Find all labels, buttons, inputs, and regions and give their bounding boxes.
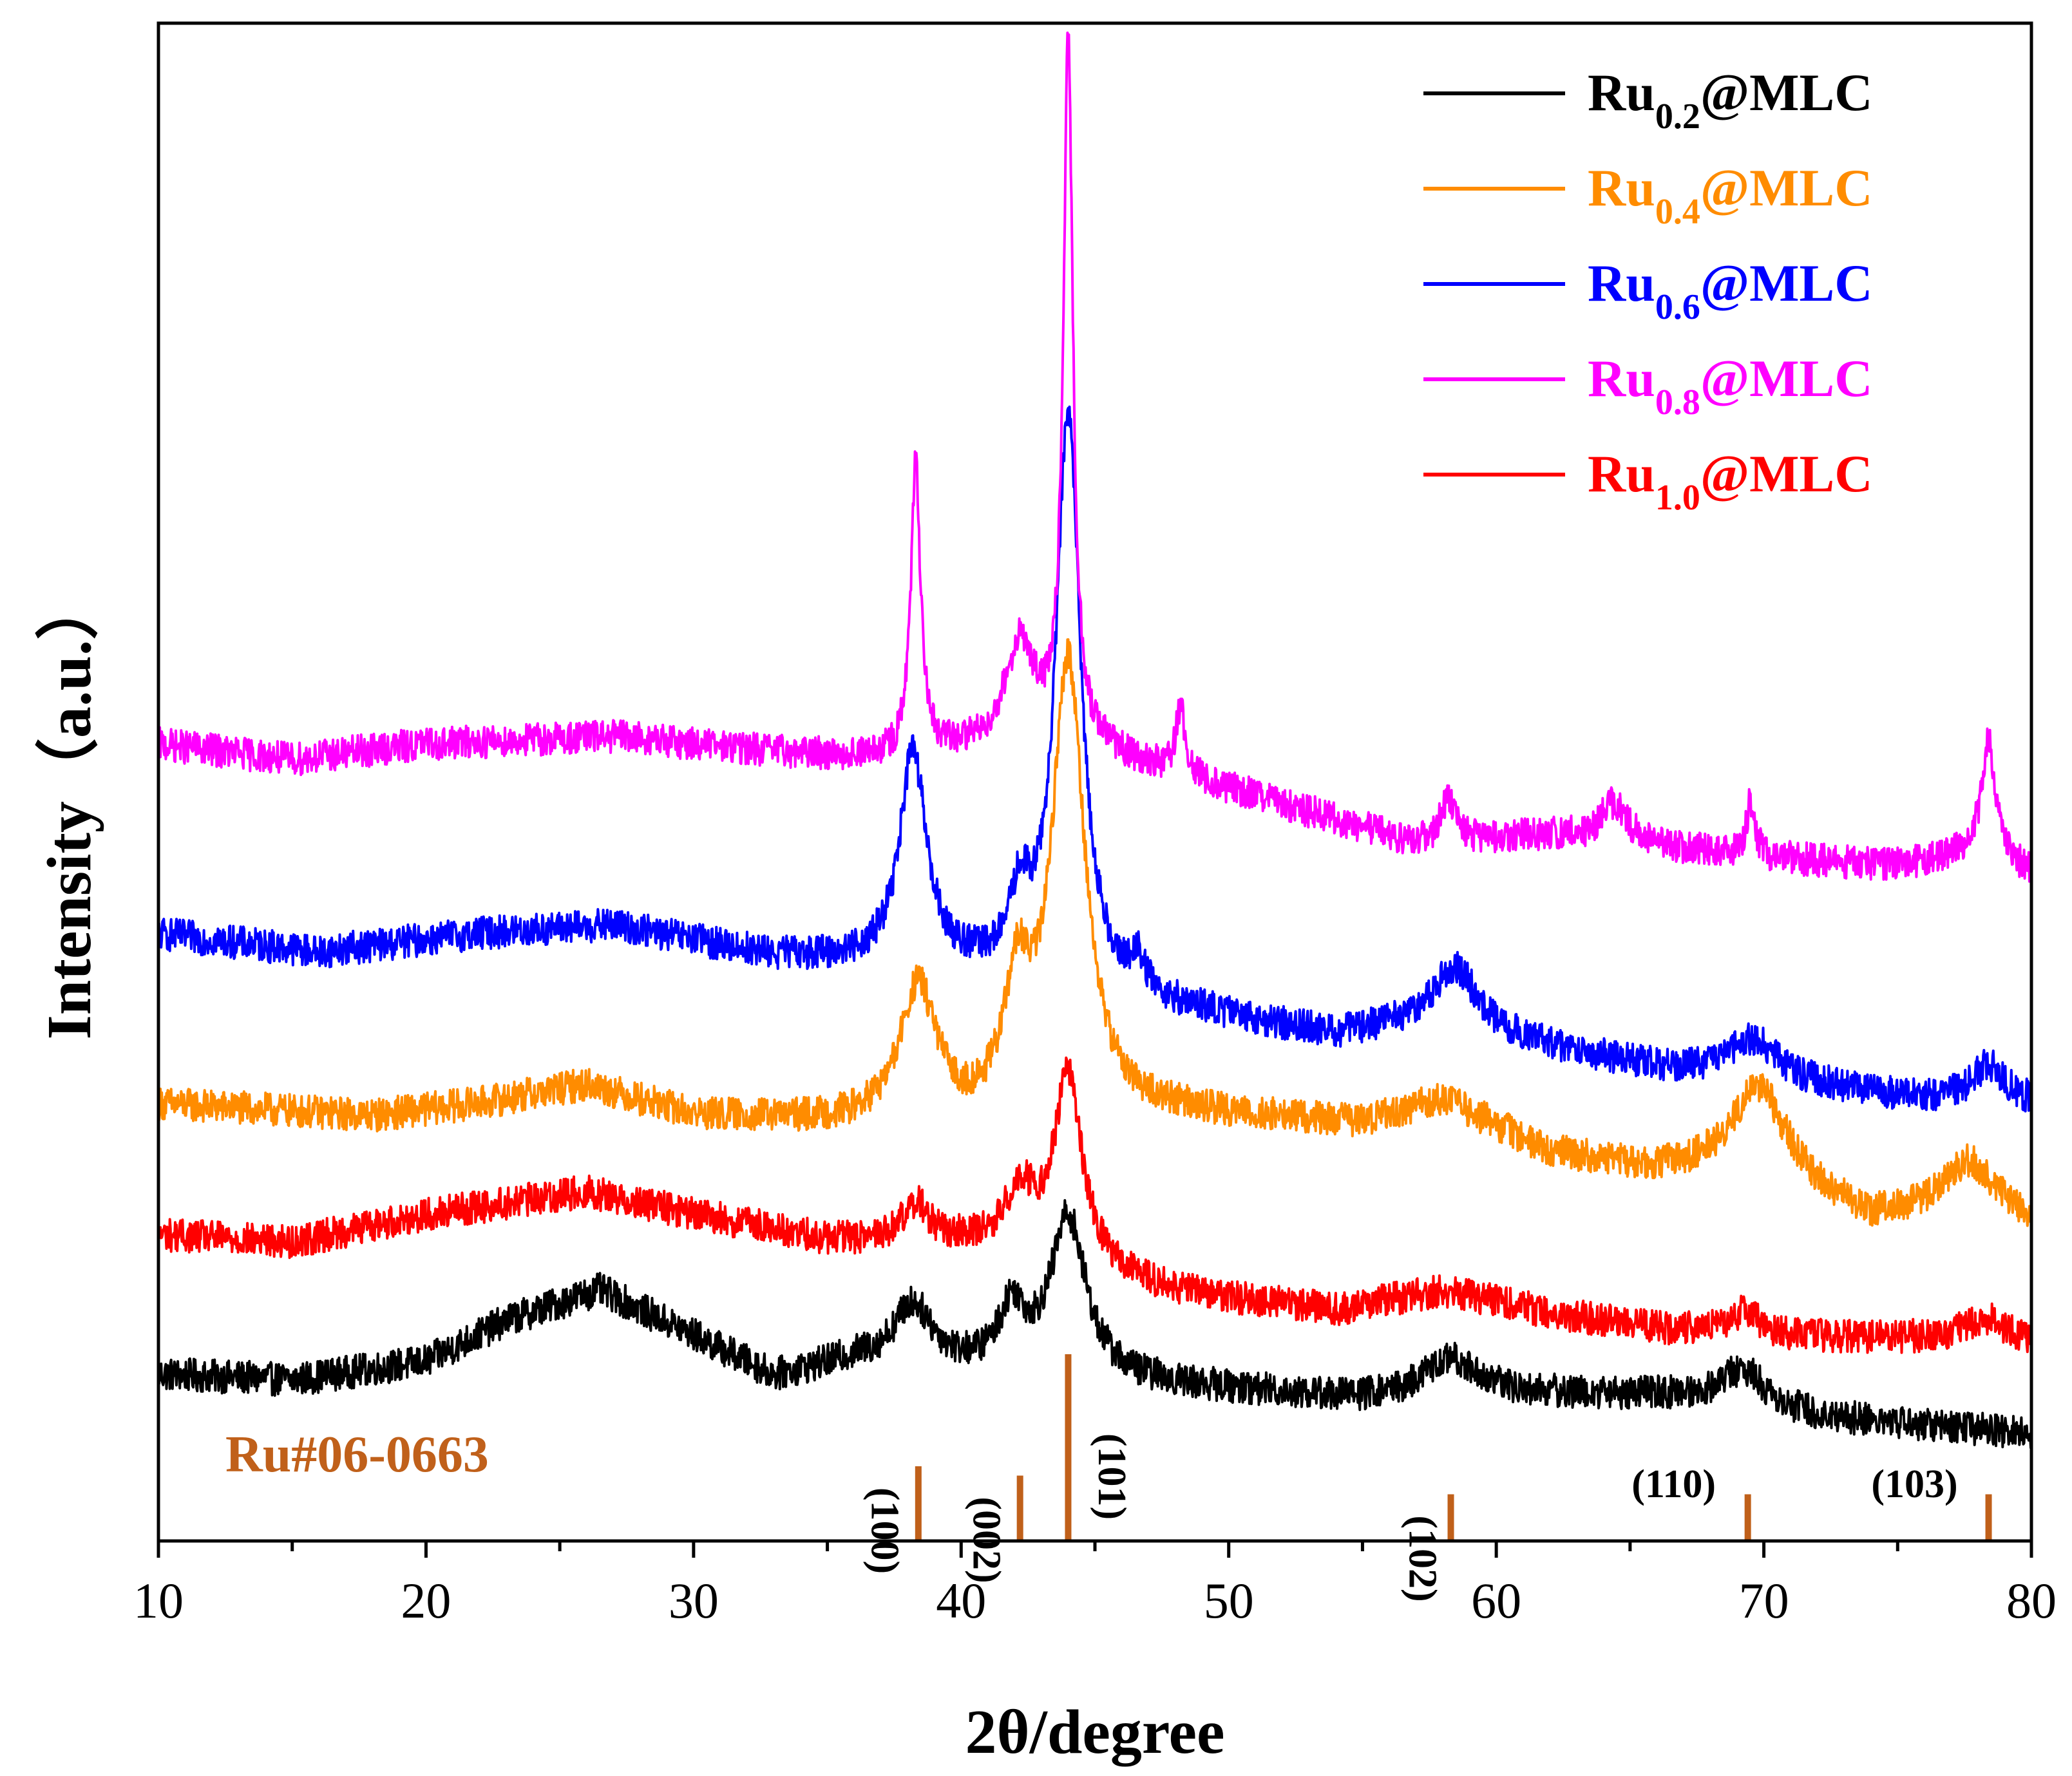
reference-bar	[1744, 1494, 1751, 1541]
series-curves	[157, 32, 2033, 1450]
legend-label: Ru0.2@MLC	[1588, 63, 1872, 137]
y-axis-title: Intensity（a.u.）	[35, 577, 104, 1040]
legend-label: Ru0.8@MLC	[1588, 349, 1872, 422]
series-line-0.4	[157, 638, 2033, 1227]
x-tick-label: 80	[2006, 1573, 2057, 1629]
series-line-0.2	[157, 1199, 2032, 1450]
reference-hkl-label: (110)	[1631, 1462, 1716, 1506]
reference-bar	[1985, 1494, 1992, 1541]
reference-hkl-label: (102)	[1400, 1515, 1444, 1601]
x-axis-tick-labels: 10 20 30 40 50 60 70 80	[133, 1573, 2057, 1629]
x-axis-ticks	[157, 1541, 2033, 1558]
series-line-0.8	[157, 32, 2033, 883]
x-tick-label: 10	[133, 1573, 184, 1629]
legend-label: Ru0.6@MLC	[1588, 254, 1872, 327]
x-axis-title: 2θ/degree	[965, 1697, 1224, 1767]
x-tick-label: 50	[1204, 1573, 1254, 1629]
reference-bars	[915, 1354, 1992, 1541]
legend-label: Ru0.4@MLC	[1588, 158, 1872, 232]
reference-hkl-label: (103)	[1871, 1462, 1957, 1506]
reference-bar	[1016, 1475, 1023, 1541]
reference-card-label: Ru#06-0663	[225, 1426, 489, 1483]
legend-label: Ru1.0@MLC	[1588, 444, 1872, 518]
series-line-1.0	[157, 1056, 2033, 1354]
reference-hkl-label: (100)	[863, 1488, 907, 1574]
x-tick-label: 30	[669, 1573, 719, 1629]
reference-hkl-label: (101)	[1090, 1433, 1134, 1520]
reference-bar	[1447, 1494, 1454, 1541]
series-line-0.6	[157, 405, 2033, 1113]
reference-bar	[915, 1466, 922, 1541]
x-tick-label: 40	[936, 1573, 986, 1629]
legend: Ru0.2@MLC Ru0.4@MLC Ru0.6@MLC Ru0.8@MLC Ru1.…	[1423, 63, 1872, 518]
x-tick-label: 70	[1739, 1573, 1789, 1629]
x-tick-label: 20	[401, 1573, 451, 1629]
reference-bar	[1065, 1354, 1072, 1541]
x-tick-label: 60	[1471, 1573, 1521, 1629]
